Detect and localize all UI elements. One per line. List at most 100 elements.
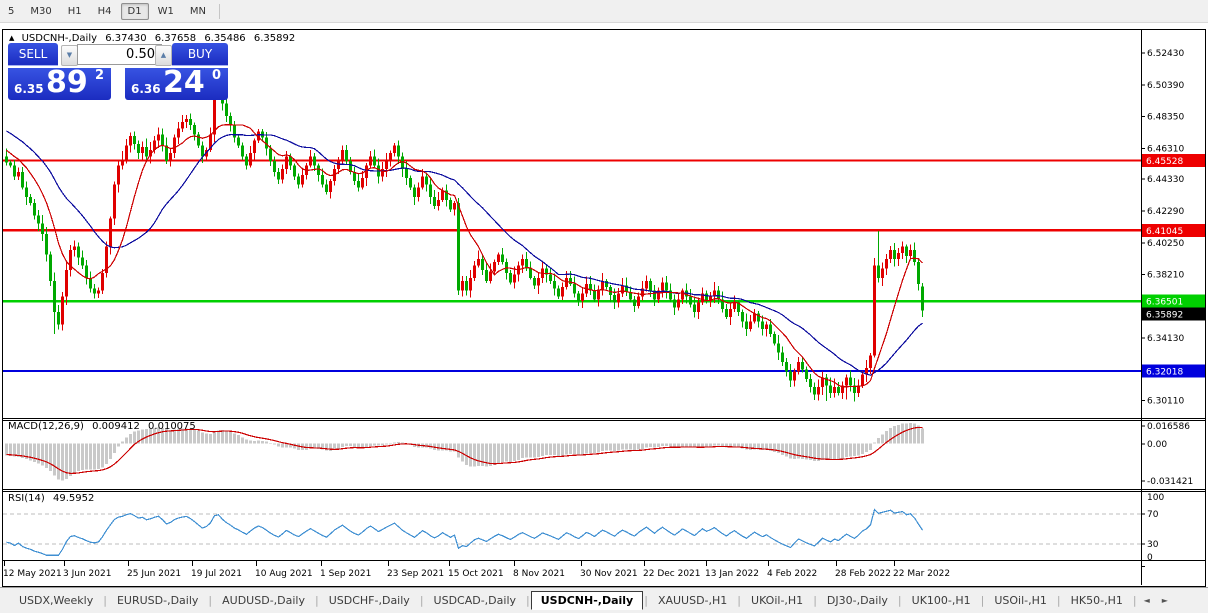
timeframe-button-mn[interactable]: MN	[189, 5, 206, 17]
chart-tab-usoil-h1[interactable]: USOil-,H1	[994, 594, 1047, 607]
sell-button[interactable]: SELL	[8, 43, 58, 66]
candle	[273, 156, 276, 177]
candle	[601, 273, 604, 296]
ask-quote-box[interactable]: 6.36 24 0	[125, 65, 228, 100]
rsi-pane-area[interactable]	[3, 492, 1141, 560]
macd-label: MACD(12,26,9) 0.009412 0.010075	[8, 421, 201, 432]
candle	[653, 285, 656, 307]
candle	[513, 266, 516, 289]
candle	[245, 153, 248, 170]
candle	[657, 287, 660, 303]
date-axis-label: 3 Jun 2021	[63, 569, 111, 579]
candle	[385, 153, 388, 178]
price-axis-label: 6.46310	[1147, 144, 1184, 154]
candle	[645, 275, 648, 292]
buy-button[interactable]: BUY	[172, 43, 228, 66]
date-axis-label: 4 Feb 2022	[767, 569, 817, 579]
candle	[781, 346, 784, 367]
candle	[9, 160, 12, 168]
candle	[33, 199, 36, 220]
macd-axis-label: -0.031421	[1147, 477, 1193, 487]
chart-tab-dj30-daily[interactable]: DJ30-,Daily	[826, 594, 888, 607]
timeframe-toolbar: 5 M30 H1 H4 D1 W1 MN	[0, 0, 1208, 23]
candle	[605, 279, 608, 290]
candle	[437, 191, 440, 211]
candle	[765, 321, 768, 337]
chart-tab-xauusd-h1[interactable]: XAUUSD-,H1	[657, 594, 728, 607]
date-axis-label: 22 Dec 2021	[643, 569, 701, 579]
candle	[225, 98, 228, 122]
candle	[853, 378, 856, 402]
candle	[353, 167, 356, 186]
chart-tab-eurusd-daily[interactable]: EURUSD-,Daily	[116, 594, 199, 607]
timeframe-button-h1[interactable]: H1	[67, 5, 82, 17]
candle	[293, 163, 296, 180]
candle	[793, 368, 796, 387]
price-axis-label: 6.34130	[1147, 334, 1184, 344]
svg-text:6.35892: 6.35892	[1146, 311, 1183, 321]
candle	[301, 169, 304, 188]
timeframe-button-w1[interactable]: W1	[157, 5, 174, 17]
volume-decrease-button[interactable]: ▼	[61, 45, 78, 66]
price-axis-label: 6.38210	[1147, 271, 1184, 281]
candle	[745, 313, 748, 336]
macd-name: MACD(12,26,9)	[8, 421, 84, 432]
timeframe-button-m30[interactable]: M30	[30, 5, 52, 17]
volume-input[interactable]: 0.50	[77, 44, 162, 65]
price-axis-label: 6.44330	[1147, 175, 1184, 185]
tabs-scroll-left-icon[interactable]: ◄	[1143, 596, 1150, 605]
tab-separator: |	[980, 594, 985, 607]
price-badge-6.45528: 6.45528	[1142, 154, 1205, 167]
candle	[785, 358, 788, 377]
candle	[21, 167, 24, 190]
tab-separator: |	[526, 594, 530, 607]
rsi-axis-label: 0	[1147, 553, 1153, 563]
volume-increase-button[interactable]: ▲	[155, 45, 172, 66]
chart-tab-hk50-h1[interactable]: HK50-,H1	[1070, 594, 1123, 607]
candle	[429, 178, 432, 204]
chart-tab-ukoil-h1[interactable]: UKOil-,H1	[751, 594, 804, 607]
candle	[865, 359, 868, 382]
chart-tab-usdchf-daily[interactable]: USDCHF-,Daily	[328, 594, 410, 607]
candle	[117, 161, 120, 193]
candle	[57, 304, 60, 330]
candle	[821, 371, 824, 396]
tab-separator: |	[737, 594, 742, 607]
tabs-scroll-right-icon[interactable]: ►	[1161, 596, 1168, 605]
candle	[269, 145, 272, 166]
candle	[185, 115, 188, 129]
chart-tab-uk100-h1[interactable]: UK100-,H1	[911, 594, 971, 607]
candle	[869, 353, 872, 375]
candle	[137, 140, 140, 160]
candle	[165, 137, 168, 165]
collapse-arrow-icon[interactable]: ▲	[9, 34, 15, 42]
bid-quote-box[interactable]: 6.35 89 2	[8, 65, 111, 100]
chart-tab-usdcnh-daily[interactable]: USDCNH-,Daily	[530, 591, 644, 610]
chart-tab-usdcad-daily[interactable]: USDCAD-,Daily	[433, 594, 517, 607]
tab-separator: |	[644, 594, 648, 607]
chevron-down-icon: ▼	[66, 51, 73, 59]
candle	[589, 276, 592, 296]
price-badge-6.41045: 6.41045	[1142, 223, 1205, 237]
date-axis-label: 23 Sep 2021	[387, 569, 444, 579]
timeframe-button-d1[interactable]: D1	[120, 2, 149, 20]
chart-tab-usdx-weekly[interactable]: USDX,Weekly	[19, 594, 94, 607]
chart-window-border	[2, 29, 1206, 587]
candle	[89, 271, 92, 293]
candle	[17, 167, 20, 180]
candle	[673, 294, 676, 315]
price-axis-label: 6.30110	[1147, 397, 1184, 407]
candle	[561, 282, 564, 300]
ohlc-high: 6.37658	[154, 33, 197, 44]
candle	[357, 173, 360, 192]
candle	[485, 263, 488, 283]
candle	[477, 250, 480, 268]
timeframe-button-h4[interactable]: H4	[97, 5, 112, 17]
candle	[29, 193, 32, 206]
candle	[897, 247, 900, 266]
chart-tab-audusd-daily[interactable]: AUDUSD-,Daily	[222, 594, 305, 607]
chart-title: ▲ USDCNH-,Daily 6.37430 6.37658 6.35486 …	[9, 33, 300, 44]
timeframe-button-5[interactable]: 5	[8, 5, 15, 17]
candle	[45, 227, 48, 262]
